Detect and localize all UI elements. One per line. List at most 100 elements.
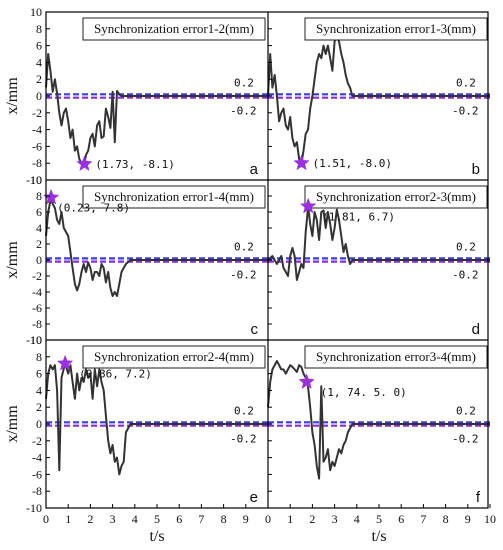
error-series-line bbox=[45, 196, 268, 297]
error-series-line bbox=[45, 53, 268, 165]
y-tick-label: -6 bbox=[32, 301, 42, 315]
peak-annotation: (0.86, 7.2) bbox=[79, 368, 152, 381]
threshold-lower-label: -0.2 bbox=[452, 269, 479, 282]
y-tick-label: -4 bbox=[32, 285, 42, 299]
y-tick-label: -2 bbox=[32, 106, 42, 120]
chart-title-box bbox=[304, 185, 488, 209]
peak-star-marker bbox=[293, 154, 310, 171]
y-tick-label: 0 bbox=[36, 253, 42, 267]
error-series-line bbox=[267, 205, 490, 281]
x-tick-label: 2 bbox=[87, 512, 93, 526]
chart-title: Synchronization error1-3(mm) bbox=[316, 21, 476, 36]
chart-title-box bbox=[82, 185, 266, 209]
peak-star-marker bbox=[76, 155, 93, 172]
threshold-upper-label: 0.2 bbox=[234, 76, 254, 89]
x-tick-label: 0 bbox=[265, 512, 271, 526]
y-tick-label: -8 bbox=[32, 156, 42, 170]
chart-title-box bbox=[304, 345, 488, 369]
chart-panel-a: Synchronization error1-2(mm) 0.2 -0.2 (1.73… bbox=[45, 17, 268, 178]
y-tick-label: -8 bbox=[32, 317, 42, 331]
y-axis-title: x/mm bbox=[4, 405, 21, 443]
x-tick-label: 5 bbox=[154, 512, 160, 526]
x-tick-label: 1 bbox=[287, 512, 293, 526]
x-tick-label: 4 bbox=[354, 512, 360, 526]
chart-panel-f: Synchronization error3-4(mm) 0.2 -0.2 (1, 7… bbox=[267, 345, 490, 506]
peak-star-marker bbox=[56, 354, 74, 371]
x-tick-label: 6 bbox=[176, 512, 182, 526]
chart-panel-e: Synchronization error2-4(mm) 0.2 -0.2 (0.86… bbox=[45, 345, 268, 506]
peak-star-marker bbox=[299, 197, 317, 214]
y-tick-label: 6 bbox=[36, 205, 42, 219]
x-tick-label: 0 bbox=[43, 512, 49, 526]
y-tick-label: -2 bbox=[32, 434, 42, 448]
y-tick-label: -10 bbox=[26, 173, 42, 187]
x-axis-title: t/s bbox=[149, 528, 164, 545]
chart-panel-b: Synchronization error1-3(mm) 0.2 -0.2 (1.51… bbox=[267, 17, 490, 178]
y-tick-label: 4 bbox=[36, 383, 42, 397]
threshold-upper-label: 0.2 bbox=[234, 240, 254, 253]
x-tick-label: 4 bbox=[132, 512, 138, 526]
y-tick-label: 0 bbox=[36, 89, 42, 103]
y-tick-label: 8 bbox=[36, 22, 42, 36]
panel-letter: f bbox=[476, 489, 481, 506]
y-tick-label: 10 bbox=[30, 333, 42, 347]
error-series-line bbox=[267, 360, 490, 480]
peak-annotation: (1.51, -8.0) bbox=[313, 157, 392, 170]
peak-annotation: (0.23, 7.8) bbox=[57, 202, 130, 215]
x-axis-title: t/s bbox=[371, 528, 386, 545]
y-tick-label: 10 bbox=[30, 173, 42, 187]
peak-star-marker bbox=[298, 373, 315, 390]
chart-title: Synchronization error1-4(mm) bbox=[94, 189, 254, 204]
y-tick-label: -4 bbox=[32, 451, 42, 465]
chart-panel-c: Synchronization error1-4(mm) 0.2 -0.2 (0.23… bbox=[42, 185, 268, 338]
y-tick-label: -10 bbox=[26, 333, 42, 347]
x-tick-label: 6 bbox=[398, 512, 404, 526]
chart-title-box bbox=[82, 17, 266, 41]
y-tick-label: 6 bbox=[36, 367, 42, 381]
peak-annotation: (1, 74. 5. 0) bbox=[321, 386, 407, 399]
threshold-lower-label: -0.2 bbox=[452, 433, 479, 446]
threshold-lower-label: -0.2 bbox=[230, 433, 257, 446]
threshold-upper-label: 0.2 bbox=[456, 76, 476, 89]
y-tick-label: 10 bbox=[30, 5, 42, 19]
x-tick-label: 7 bbox=[198, 512, 204, 526]
y-tick-label: -4 bbox=[32, 123, 42, 137]
y-tick-label: 0 bbox=[36, 417, 42, 431]
panel-letter: d bbox=[472, 321, 480, 338]
threshold-lower-label: -0.2 bbox=[230, 269, 257, 282]
y-tick-label: -6 bbox=[32, 467, 42, 481]
x-tick-label: 8 bbox=[221, 512, 227, 526]
y-tick-label: 4 bbox=[36, 55, 42, 69]
panel-letter: e bbox=[250, 489, 258, 506]
y-tick-label: -10 bbox=[26, 501, 42, 515]
y-axis-title: x/mm bbox=[4, 77, 21, 115]
chart-title: Synchronization error3-4(mm) bbox=[316, 349, 476, 364]
panel-letter: b bbox=[472, 161, 480, 178]
threshold-lower-label: -0.2 bbox=[452, 105, 479, 118]
x-tick-label: 2 bbox=[309, 512, 315, 526]
chart-panel-d: Synchronization error2-3(mm) 0.2 -0.2 (1.81… bbox=[267, 185, 490, 338]
threshold-lower-label: -0.2 bbox=[230, 105, 257, 118]
chart-title-box bbox=[304, 17, 488, 41]
x-tick-label: 3 bbox=[332, 512, 338, 526]
peak-annotation: (1.73, -8.1) bbox=[95, 158, 174, 171]
y-tick-label: 2 bbox=[36, 72, 42, 86]
error-series-line bbox=[45, 362, 268, 476]
y-tick-label: -8 bbox=[32, 484, 42, 498]
chart-title: Synchronization error2-4(mm) bbox=[94, 349, 254, 364]
y-tick-label: -2 bbox=[32, 269, 42, 283]
x-tick-label: 9 bbox=[243, 512, 249, 526]
y-tick-label: 8 bbox=[36, 189, 42, 203]
y-tick-label: 8 bbox=[36, 350, 42, 364]
x-tick-label: 5 bbox=[376, 512, 382, 526]
y-tick-label: 4 bbox=[36, 221, 42, 235]
y-tick-label: 2 bbox=[36, 400, 42, 414]
x-tick-label: 1 bbox=[65, 512, 71, 526]
x-tick-label: 3 bbox=[110, 512, 116, 526]
chart-title: Synchronization error1-2(mm) bbox=[94, 21, 254, 36]
chart-title-box bbox=[82, 345, 266, 369]
x-tick-label: 9 bbox=[465, 512, 471, 526]
y-tick-label: 2 bbox=[36, 237, 42, 251]
peak-annotation: (1.81, 6.7) bbox=[322, 210, 395, 223]
